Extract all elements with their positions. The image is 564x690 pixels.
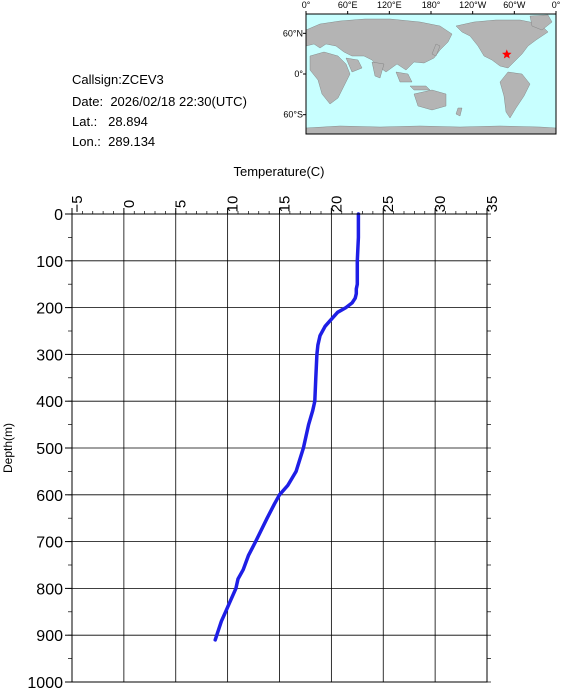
lon-line: Lon.: 289.134 xyxy=(72,134,155,149)
x-tick-label: 15 xyxy=(276,196,293,213)
lon-label: Lon.: xyxy=(72,134,101,149)
map-lon-label: 60°W xyxy=(503,0,526,10)
map-lon-label: 180° xyxy=(422,0,441,10)
y-tick-label: 200 xyxy=(36,301,63,318)
map-lon-label: 120°E xyxy=(377,0,402,10)
lat-label: Lat.: xyxy=(72,114,98,129)
x-tick-labels: −5 0 5 10 15 20 25 30 35 xyxy=(69,195,501,212)
temperature-profile-line xyxy=(213,212,361,642)
date-label: Date: xyxy=(72,94,104,109)
y-tick-label: 0 xyxy=(54,207,63,224)
x-tick-label: 30 xyxy=(432,196,449,213)
x-tick-label: −5 xyxy=(69,195,86,212)
date-value: 2026/02/18 22:30(UTC) xyxy=(110,94,247,109)
callsign-value: ZCEV3 xyxy=(121,72,164,87)
y-tick-labels: 0 100 200 300 400 500 600 700 800 900 1000 xyxy=(27,207,63,690)
map-ticks xyxy=(303,11,557,116)
x-tick-label: 10 xyxy=(225,196,242,213)
y-axis-title: Depth(m) xyxy=(1,423,15,473)
map-lon-label: 60°E xyxy=(338,0,358,10)
callsign-line: Callsign:ZCEV3 xyxy=(72,72,164,87)
map-lon-label: 0° xyxy=(302,0,311,10)
map-lat-label: 60°S xyxy=(283,110,303,120)
y-tick-label: 400 xyxy=(36,394,63,411)
x-axis-title: Temperature(C) xyxy=(233,164,324,179)
map-lon-label: 0° xyxy=(552,0,561,10)
world-map: 0° 60°E 120°E 180° 120°W 60°W 0° 60°N 0° 60°S xyxy=(283,0,561,135)
map-lat-label: 0° xyxy=(294,69,303,79)
y-tick-label: 900 xyxy=(36,628,63,645)
temperature-depth-chart: Temperature(C) Depth(m) −5 0 5 10 15 20 25 30 35… xyxy=(1,164,501,690)
y-tick-label: 1000 xyxy=(27,675,63,690)
y-tick-label: 500 xyxy=(36,441,63,458)
lat-value: 28.894 xyxy=(108,114,148,129)
date-line: Date: 2026/02/18 22:30(UTC) xyxy=(72,94,247,109)
y-tick-label: 700 xyxy=(36,535,63,552)
map-lon-label: 120°W xyxy=(459,0,487,10)
plot-frame xyxy=(71,213,488,683)
y-tick-label: 300 xyxy=(36,347,63,364)
y-tick-label: 600 xyxy=(36,488,63,505)
x-tick-label: 20 xyxy=(328,196,345,213)
callsign-label: Callsign: xyxy=(72,72,122,87)
lon-value: 289.134 xyxy=(108,134,156,149)
map-labels: 0° 60°E 120°E 180° 120°W 60°W 0° 60°N 0° 60°S xyxy=(283,0,561,120)
x-tick-label: 5 xyxy=(173,200,190,208)
chart-ticks xyxy=(65,208,491,683)
star-icon xyxy=(502,49,512,59)
chart-grid xyxy=(71,213,488,683)
y-tick-label: 800 xyxy=(36,581,63,598)
map-land xyxy=(305,14,557,135)
x-tick-label: 25 xyxy=(380,196,397,213)
lat-line: Lat.: 28.894 xyxy=(72,114,148,129)
map-lat-label: 60°N xyxy=(283,28,303,38)
x-tick-label: 0 xyxy=(121,200,138,208)
y-tick-label: 100 xyxy=(36,254,63,271)
x-tick-label: 35 xyxy=(484,196,501,213)
